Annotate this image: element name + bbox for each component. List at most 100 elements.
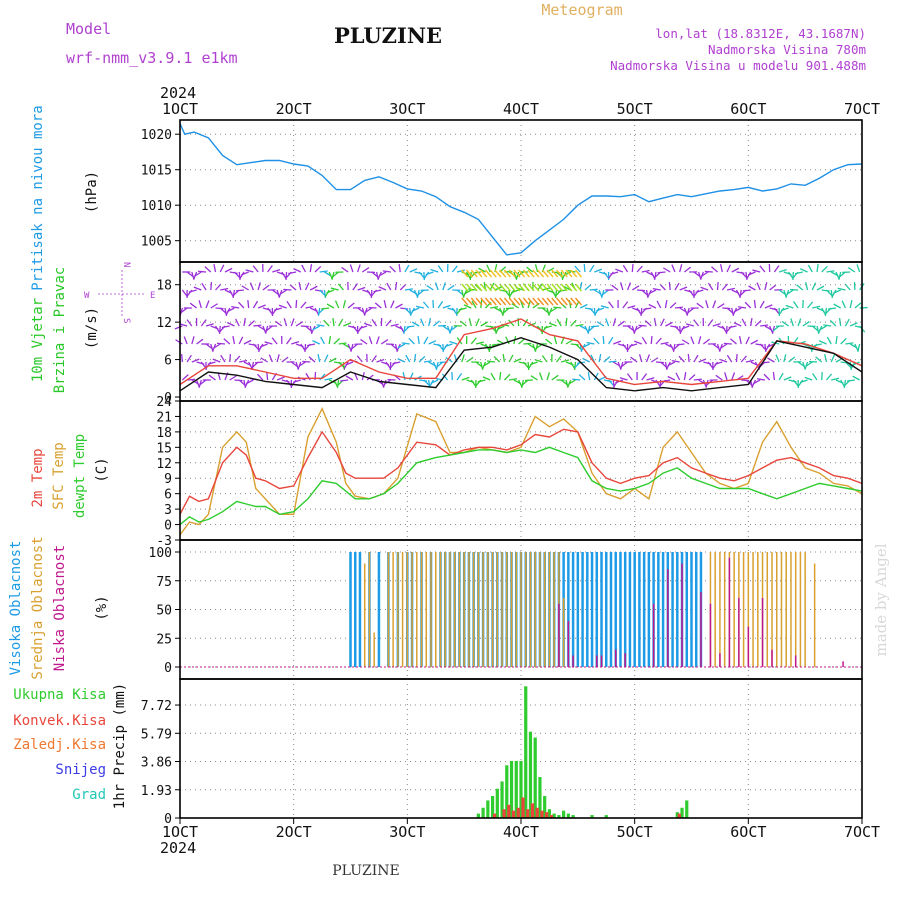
wind-barb bbox=[397, 343, 406, 349]
wind-barb bbox=[750, 317, 753, 327]
ytick-label: 1.93 bbox=[141, 784, 172, 799]
wind-barb bbox=[640, 307, 643, 317]
wind-panel: 0 6 12 18 bbox=[156, 261, 868, 406]
wind-barb bbox=[652, 287, 661, 291]
wind-barb bbox=[276, 354, 280, 363]
convective-precip-bar bbox=[507, 804, 511, 818]
wind-barb bbox=[681, 339, 690, 345]
total-precip-bar bbox=[476, 813, 480, 818]
wind-barb bbox=[641, 269, 650, 273]
wind-barb bbox=[671, 359, 680, 363]
wind-barb bbox=[857, 343, 861, 352]
lonlat-label: lon,lat (18.8312E, 43.1687N) bbox=[655, 26, 866, 41]
wind-barb bbox=[693, 378, 702, 381]
wind-barb bbox=[785, 304, 794, 309]
total-precip-bar bbox=[552, 813, 556, 818]
wind-barb-strong bbox=[489, 297, 497, 306]
wind-barb bbox=[188, 289, 197, 293]
wind-barb bbox=[239, 359, 248, 363]
wind-barb bbox=[423, 336, 429, 345]
wind-barb bbox=[326, 289, 335, 294]
wind-barb bbox=[593, 372, 599, 381]
wind-barb bbox=[373, 289, 382, 293]
wind-barb bbox=[186, 354, 192, 363]
wind-barb bbox=[753, 299, 757, 309]
ytick-label: -3 bbox=[156, 534, 172, 549]
wind-barb bbox=[823, 324, 832, 327]
wind-barb bbox=[199, 379, 207, 386]
wind-unit: (m/s) bbox=[84, 307, 100, 349]
wind-barb bbox=[281, 356, 289, 363]
wind-barb bbox=[417, 335, 420, 345]
wind-barb bbox=[818, 340, 827, 345]
wind-barb-strong bbox=[494, 269, 502, 278]
wind-barb bbox=[342, 300, 346, 309]
convective-precip-bar bbox=[521, 797, 525, 818]
total-precip-bar bbox=[685, 800, 689, 818]
wind-barb bbox=[508, 354, 514, 363]
wind-barb bbox=[314, 289, 323, 292]
wind-barb bbox=[278, 304, 287, 309]
compass-n: N bbox=[121, 262, 131, 267]
wind-barb bbox=[232, 336, 236, 345]
top-tick-label: 3OCT bbox=[389, 100, 425, 118]
wind-barb bbox=[829, 319, 837, 327]
wind-barb bbox=[212, 358, 221, 363]
wind-barb bbox=[352, 283, 358, 291]
wind-barb bbox=[386, 282, 392, 291]
wind-barb bbox=[608, 301, 614, 309]
wind-barb-strong bbox=[513, 269, 521, 278]
wind-barb bbox=[690, 336, 695, 345]
wind-barb bbox=[726, 354, 733, 363]
wind-barb bbox=[259, 343, 268, 348]
wind-barb bbox=[841, 300, 847, 309]
wind-barb bbox=[626, 373, 633, 381]
wind-barb bbox=[712, 323, 721, 327]
wind-barb bbox=[583, 263, 586, 273]
wind-barb bbox=[742, 289, 751, 292]
wind-barb bbox=[752, 269, 761, 273]
wind-barb bbox=[797, 379, 804, 387]
wind-barb bbox=[772, 371, 776, 381]
wind-barb bbox=[587, 372, 591, 381]
wind-barb-strong bbox=[499, 297, 507, 306]
wind-barb bbox=[314, 307, 320, 316]
bottom-tick-label: 1OCT bbox=[162, 823, 198, 841]
wind-barb bbox=[394, 281, 398, 291]
wind-barb bbox=[825, 373, 833, 381]
temp-ylabel-2: SFC Temp bbox=[51, 442, 67, 509]
wind-barb bbox=[815, 356, 823, 363]
wind-barb bbox=[502, 353, 506, 363]
wind-barb bbox=[695, 289, 704, 293]
compass-e: E bbox=[150, 291, 155, 301]
wind-barb-strong bbox=[466, 269, 474, 278]
wind-barb bbox=[196, 338, 204, 345]
wind-barb bbox=[840, 379, 846, 388]
wind-barb bbox=[845, 342, 854, 345]
wind-barb bbox=[214, 325, 221, 334]
wind-barb bbox=[356, 355, 363, 363]
wind-barb bbox=[271, 307, 278, 315]
wind-barb bbox=[210, 281, 213, 291]
wind-barb bbox=[395, 303, 403, 309]
bottom-tick-label: 6OCT bbox=[730, 823, 766, 841]
wind-barb bbox=[477, 379, 486, 383]
wind-barb bbox=[465, 271, 472, 280]
wind-barb bbox=[266, 371, 269, 381]
wind-barb bbox=[526, 266, 534, 273]
wind-barb bbox=[434, 282, 439, 291]
wind-barb bbox=[437, 343, 444, 351]
wind-barb bbox=[750, 339, 759, 345]
wind-barb-strong bbox=[522, 297, 530, 306]
wind-barb bbox=[837, 287, 846, 291]
compass-s: S bbox=[121, 318, 131, 323]
wind-barb bbox=[456, 269, 465, 273]
wind-barb bbox=[846, 379, 855, 382]
wind-barb bbox=[756, 378, 766, 381]
wind-barb-strong bbox=[541, 297, 549, 306]
wind-barb bbox=[430, 379, 439, 384]
wind-barb bbox=[741, 379, 750, 382]
wind-barb bbox=[200, 319, 207, 327]
wind-barb-strong bbox=[532, 283, 540, 292]
wind-barb bbox=[442, 304, 451, 309]
